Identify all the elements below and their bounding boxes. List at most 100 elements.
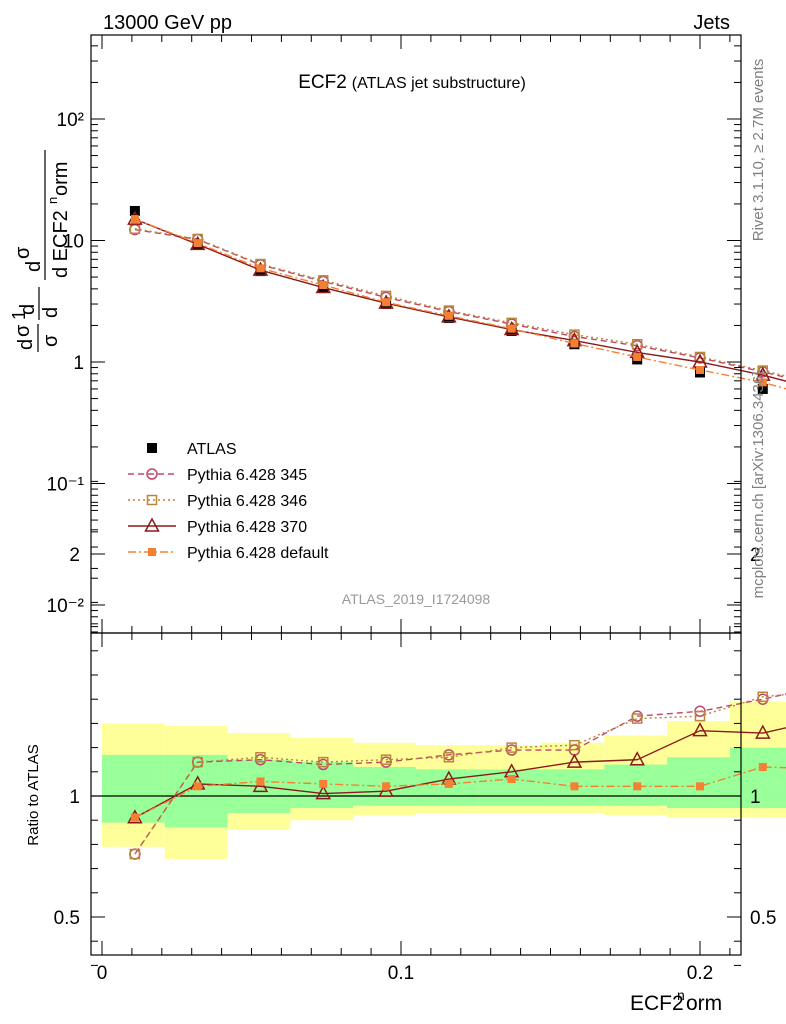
legend: ATLAS Pythia 6.428 345 Pythia 6.428 346 Pyt… bbox=[128, 441, 329, 562]
svg-text:d ECF2: d ECF2 bbox=[50, 210, 72, 278]
ratio-point-p370 bbox=[629, 751, 645, 766]
ratio-point-p346 bbox=[757, 691, 769, 703]
ratio-uncertainty-bands bbox=[91, 701, 786, 859]
svg-text:d: d bbox=[40, 307, 62, 318]
x-tick-label: 0 bbox=[97, 963, 108, 984]
svg-text:orm: orm bbox=[50, 162, 72, 196]
legend-item-p346: Pythia 6.428 346 bbox=[128, 493, 307, 510]
legend-label: ATLAS bbox=[187, 441, 237, 458]
svg-text:σ: σ bbox=[40, 334, 62, 347]
main-point-pdef bbox=[130, 215, 139, 224]
ratio-point-pdef bbox=[570, 782, 579, 791]
main-line-pdef bbox=[134, 218, 786, 390]
ratio-point-p346 bbox=[694, 710, 706, 722]
header-right: Jets bbox=[693, 12, 730, 34]
main-frame bbox=[90, 34, 742, 634]
x-tick-label: 0.2 bbox=[687, 963, 713, 984]
svg-text:1: 1 bbox=[9, 310, 29, 320]
mcplots-label: mcplots.cern.ch [arXiv:1306.3436] bbox=[750, 372, 767, 599]
main-point-data bbox=[757, 383, 768, 394]
legend-label: Pythia 6.428 346 bbox=[187, 493, 307, 510]
ratio-point-pdef bbox=[633, 782, 642, 791]
ratio-point-p370 bbox=[566, 753, 583, 768]
ratio-point-p346 bbox=[192, 756, 203, 768]
legend-marker bbox=[148, 548, 156, 556]
ratio-y-tick-label-right: 0.5 bbox=[750, 908, 776, 929]
x-axis-label: ECF2 n orm bbox=[630, 987, 722, 1015]
main-series-pdef bbox=[130, 215, 786, 390]
legend-label: Pythia 6.428 default bbox=[187, 545, 329, 562]
main-point-pdef bbox=[256, 264, 265, 273]
legend-item-p370: Pythia 6.428 370 bbox=[128, 517, 307, 536]
main-y-tick-label: 10² bbox=[57, 110, 84, 131]
main-point-pdef bbox=[696, 365, 704, 374]
legend-item-p345: Pythia 6.428 345 bbox=[128, 467, 307, 484]
analysis-id: ATLAS_2019_I1724098 bbox=[342, 591, 491, 607]
main-series bbox=[127, 205, 786, 394]
svg-text:σ: σ bbox=[12, 324, 34, 337]
main-series-p370 bbox=[127, 210, 786, 382]
plot-title-main: ECF2 bbox=[298, 72, 347, 93]
ratio-y-axis-label: Ratio to ATLAS bbox=[25, 744, 42, 845]
ratio-point-pdef bbox=[130, 813, 139, 822]
main-point-p346 bbox=[631, 338, 643, 350]
ratio-point-pdef bbox=[319, 779, 328, 788]
main-y-tick-label: 10 bbox=[63, 232, 84, 253]
ratio-y-tick-label: 1 bbox=[69, 787, 80, 808]
svg-text:d: d bbox=[23, 261, 45, 272]
ratio-point-pdef bbox=[507, 775, 516, 784]
ratio-series-pdef bbox=[130, 762, 786, 822]
main-line-p345 bbox=[134, 228, 786, 379]
inner-band-bin bbox=[102, 754, 165, 823]
ratio-y-tick-label-right: 1 bbox=[750, 787, 761, 808]
main-point-pdef bbox=[193, 239, 202, 248]
svg-text:d: d bbox=[17, 304, 39, 315]
svg-text:d: d bbox=[15, 339, 37, 350]
legend-marker bbox=[147, 443, 157, 453]
legend-marker bbox=[146, 468, 158, 480]
legend-label: Pythia 6.428 345 bbox=[187, 467, 307, 484]
plot-frames bbox=[90, 34, 742, 956]
ratio-point-pdef bbox=[696, 782, 704, 791]
svg-text:σ: σ bbox=[12, 246, 34, 259]
ratio-point-p346 bbox=[631, 713, 643, 724]
ratio-line-pdef bbox=[134, 766, 786, 819]
svg-text:n: n bbox=[677, 987, 685, 1003]
x-tick-label: 0.1 bbox=[388, 963, 414, 984]
ratio-point-p346 bbox=[506, 742, 517, 753]
legend-item-data: ATLAS bbox=[147, 441, 237, 458]
ratio-point-p346 bbox=[129, 848, 141, 860]
svg-text:n: n bbox=[45, 197, 60, 204]
svg-text:orm: orm bbox=[686, 992, 722, 1015]
ratio-point-p346 bbox=[255, 752, 266, 763]
legend-marker bbox=[146, 494, 158, 506]
ratio-line-p370 bbox=[134, 727, 786, 819]
main-y-axis-label: d σ σ 1 d d d σ d ECF2 n orm bbox=[9, 150, 72, 352]
svg-text:ECF2: ECF2 bbox=[630, 992, 684, 1015]
main-y-tick-label: 10⁻¹ bbox=[47, 475, 85, 496]
main-point-pdef bbox=[570, 339, 579, 348]
main-point-pdef bbox=[633, 352, 642, 361]
main-y-tick-label: 1 bbox=[73, 353, 84, 374]
ratio-line-p345 bbox=[134, 693, 786, 855]
ratio-point-p370 bbox=[755, 724, 771, 739]
legend-item-pdef: Pythia 6.428 default bbox=[128, 545, 329, 562]
main-line-p346 bbox=[134, 228, 786, 377]
main-point-pdef bbox=[319, 281, 328, 290]
main-point-pdef bbox=[758, 378, 767, 387]
legend-marker bbox=[144, 517, 160, 532]
ratio-point-pdef bbox=[444, 779, 453, 788]
ratio-point-pdef bbox=[382, 782, 391, 791]
header-left: 13000 GeV pp bbox=[103, 12, 232, 34]
ratio-point-p346 bbox=[569, 739, 580, 751]
ratio-series-p346 bbox=[129, 691, 786, 860]
main-point-pdef bbox=[382, 298, 391, 307]
inner-band-bin bbox=[729, 747, 786, 809]
ratio-y-tick-label: 2 bbox=[69, 545, 80, 566]
ratio-point-pdef bbox=[758, 762, 767, 771]
ratio-series bbox=[127, 691, 786, 860]
plot-title-sub: (ATLAS jet substructure) bbox=[352, 75, 526, 92]
ratio-point-pdef bbox=[256, 777, 265, 786]
main-point-pdef bbox=[507, 324, 516, 333]
plot-title: ECF2 (ATLAS jet substructure) bbox=[298, 72, 526, 93]
